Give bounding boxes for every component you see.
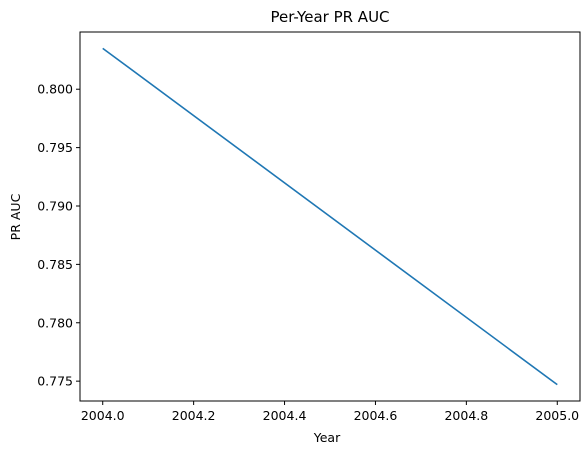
y-axis: 0.775 0.780 0.785 0.790 0.795 0.800	[37, 82, 80, 389]
x-tick-label: 2004.6	[354, 408, 398, 423]
chart-title: Per-Year PR AUC	[270, 8, 389, 26]
y-tick-label: 0.775	[37, 374, 73, 389]
x-tick-label: 2004.8	[444, 408, 488, 423]
y-axis-title: PR AUC	[8, 193, 23, 240]
y-tick-label: 0.790	[37, 198, 73, 213]
x-tick-label: 2005.0	[535, 408, 579, 423]
x-tick-label: 2004.4	[263, 408, 307, 423]
y-tick-label: 0.795	[37, 140, 73, 155]
x-tick-label: 2004.0	[81, 408, 125, 423]
plot-frame	[79, 31, 581, 402]
series-layer	[102, 47, 558, 386]
plot-area	[79, 31, 581, 402]
x-axis: 2004.0 2004.2 2004.4 2004.6 2004.8 2005.0	[81, 401, 579, 423]
y-tick-label: 0.800	[37, 82, 73, 97]
y-tick-label: 0.785	[37, 257, 73, 272]
x-tick-label: 2004.2	[172, 408, 216, 423]
x-axis-title: Year	[313, 430, 341, 445]
y-tick-label: 0.780	[37, 315, 73, 330]
series-line	[102, 47, 558, 386]
